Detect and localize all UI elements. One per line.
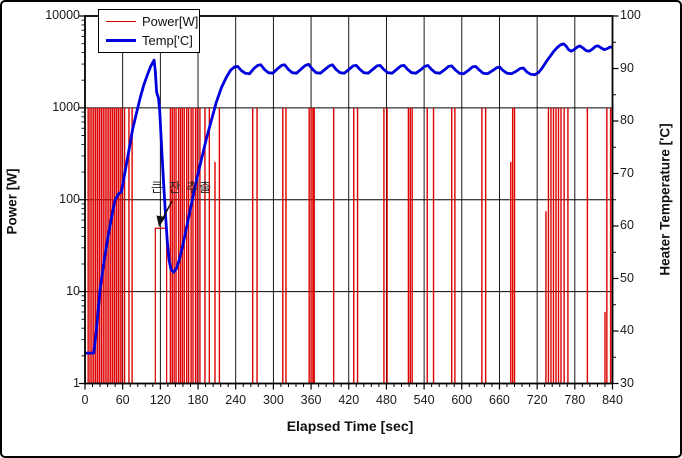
legend-label-temp: Temp['C] bbox=[142, 32, 193, 48]
y-right-tick-label: 70 bbox=[620, 165, 634, 180]
power-series bbox=[87, 107, 612, 384]
y-left-tick-label: 1 bbox=[73, 375, 80, 390]
y-right-tick-label: 100 bbox=[620, 8, 641, 22]
temp-line-swatch-icon bbox=[106, 38, 136, 42]
y-right-tick-label: 40 bbox=[620, 323, 634, 337]
x-tick-label: 0 bbox=[81, 393, 89, 407]
x-axis-title: Elapsed Time [sec] bbox=[286, 418, 414, 434]
y-left-tick-label: 10 bbox=[66, 283, 80, 298]
x-tick-label: 600 bbox=[451, 393, 473, 407]
x-tick-label: 480 bbox=[375, 393, 397, 407]
x-tick-label: 780 bbox=[564, 393, 586, 407]
annotation-brew-event: 큰 잔 추출 bbox=[151, 180, 213, 195]
power-step-segment bbox=[154, 227, 168, 384]
y-left-tick-label: 10000 bbox=[45, 8, 80, 22]
x-tick-label: 540 bbox=[413, 393, 435, 407]
legend-label-power: Power[W] bbox=[142, 14, 199, 30]
x-tick-label: 720 bbox=[526, 393, 548, 407]
x-tick-label: 660 bbox=[489, 393, 510, 407]
y-right-tick-label: 60 bbox=[620, 218, 634, 232]
x-tick-label: 360 bbox=[300, 393, 322, 407]
y-right-tick-label: 30 bbox=[620, 375, 634, 390]
legend-entry-power: Power[W] bbox=[106, 13, 199, 31]
y-right-tick-label: 90 bbox=[620, 60, 634, 75]
y-right-tick-label: 50 bbox=[620, 270, 634, 285]
annotation-arrowhead-icon bbox=[156, 215, 166, 227]
y-left-tick-label: 1000 bbox=[52, 99, 80, 114]
x-tick-label: 420 bbox=[338, 393, 360, 407]
x-tick-label: 120 bbox=[149, 393, 171, 407]
power-line-swatch-icon bbox=[106, 21, 136, 23]
y-left-tick-label: 100 bbox=[59, 191, 80, 206]
legend-entry-temp: Temp['C] bbox=[106, 31, 195, 49]
x-tick-label: 180 bbox=[187, 393, 209, 407]
x-tick-label: 240 bbox=[225, 393, 247, 407]
x-tick-label: 60 bbox=[115, 393, 130, 407]
x-tick-label: 300 bbox=[262, 393, 284, 407]
y-axis-right-title: Heater Temperature ['C] bbox=[657, 123, 673, 276]
x-tick-label: 840 bbox=[602, 393, 623, 407]
legend-box: Power[W] Temp['C] bbox=[98, 9, 200, 53]
y-right-tick-label: 80 bbox=[620, 113, 634, 127]
temp-series bbox=[85, 42, 613, 355]
